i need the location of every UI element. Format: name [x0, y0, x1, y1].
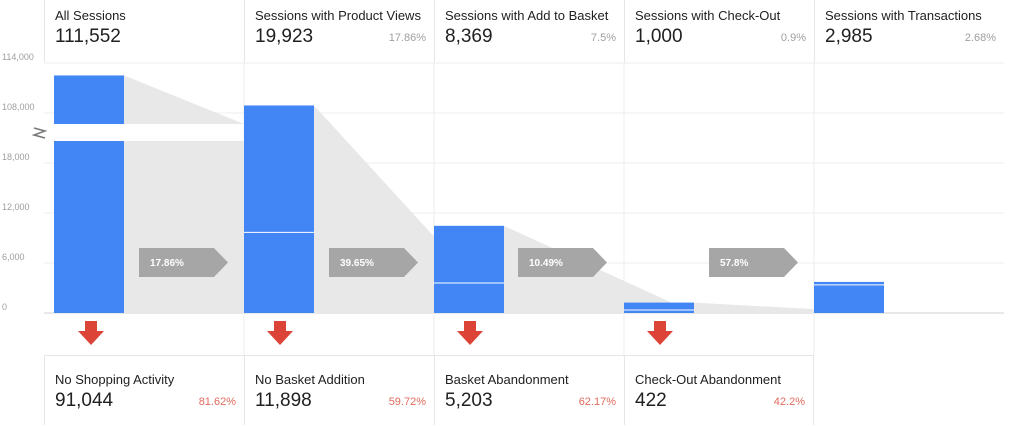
stage-label: All Sessions	[55, 8, 126, 23]
y-tick-label: 18,000	[2, 152, 30, 162]
conversion-arrow	[329, 248, 418, 277]
dropoff-value: 11,898	[255, 390, 312, 411]
dropoff-check-out-abandonment[interactable]: Check-Out Abandonment 422 42.2%	[624, 355, 814, 425]
dropoff-value: 91,044	[55, 390, 114, 411]
stage-label: Sessions with Add to Basket	[445, 8, 609, 23]
stage-label: Sessions with Product Views	[255, 8, 421, 23]
conversion-rate-label: 10.49%	[529, 258, 563, 269]
dropoff-pct: 42.2%	[773, 396, 805, 408]
stage-pct: 17.86%	[388, 32, 426, 44]
dropoff-arrow-icon	[457, 321, 483, 345]
dropoff-no-shopping-activity[interactable]: No Shopping Activity 91,044 81.62%	[44, 355, 244, 425]
y-tick-label: 108,000	[2, 102, 35, 112]
bar	[434, 225, 504, 313]
stage-label: Sessions with Transactions	[825, 8, 982, 23]
stage-header-add-to-basket[interactable]: Sessions with Add to Basket 8,369 7.5%	[434, 0, 624, 62]
dropoff-label: Basket Abandonment	[445, 372, 569, 387]
stage-label: Sessions with Check-Out	[635, 8, 781, 23]
dropoff-label: No Shopping Activity	[55, 372, 175, 387]
bar	[624, 302, 694, 313]
bar	[814, 281, 884, 313]
stage-header-check-out[interactable]: Sessions with Check-Out 1,000 0.9%	[624, 0, 814, 62]
dropoff-arrow-icon	[267, 321, 293, 345]
bar-upper-segment	[54, 75, 124, 124]
conversion-rate-label: 17.86%	[150, 258, 184, 269]
dropoff-arrow-icon	[647, 321, 673, 345]
y-tick-label: 6,000	[2, 252, 25, 262]
dropoff-label: Check-Out Abandonment	[635, 372, 781, 387]
dropoff-arrow-icon	[78, 321, 104, 345]
y-tick-label: 0	[2, 302, 7, 312]
axis-break-icon	[31, 127, 48, 139]
dropoff-basket-abandonment[interactable]: Basket Abandonment 5,203 62.17%	[434, 355, 624, 425]
stage-pct: 0.9%	[780, 32, 806, 44]
conversion-rate-label: 39.65%	[340, 258, 374, 269]
stage-value: 2,985	[825, 26, 873, 47]
y-tick-label: 114,000	[2, 52, 34, 62]
conversion-arrow	[709, 248, 798, 277]
conversion-rate-label: 57.8%	[720, 258, 748, 269]
dropoff-pct: 62.17%	[578, 396, 616, 408]
dropoff-no-basket-addition[interactable]: No Basket Addition 11,898 59.72%	[244, 355, 434, 425]
stage-pct: 2.68%	[964, 32, 996, 44]
bar-lower-segment	[54, 141, 124, 313]
conversion-arrow	[518, 248, 607, 277]
stage-header-transactions[interactable]: Sessions with Transactions 2,985 2.68%	[814, 0, 1004, 62]
dropoff-value: 422	[635, 390, 667, 411]
funnel-shape	[124, 75, 244, 124]
stage-value: 111,552	[55, 26, 121, 47]
dropoff-pct: 81.62%	[198, 396, 236, 408]
stage-value: 19,923	[255, 26, 314, 47]
stage-value: 1,000	[635, 26, 683, 47]
stage-value: 8,369	[445, 26, 493, 47]
stage-pct: 7.5%	[590, 32, 616, 44]
dropoff-value: 5,203	[445, 390, 493, 411]
stage-header-product-views[interactable]: Sessions with Product Views 19,923 17.86…	[244, 0, 434, 62]
dropoff-label: No Basket Addition	[255, 372, 365, 387]
stage-header-all-sessions[interactable]: All Sessions 111,552	[44, 0, 244, 62]
dropoff-pct: 59.72%	[388, 396, 426, 408]
bar	[244, 105, 314, 313]
conversion-arrow	[139, 248, 228, 277]
y-tick-label: 12,000	[2, 202, 30, 212]
